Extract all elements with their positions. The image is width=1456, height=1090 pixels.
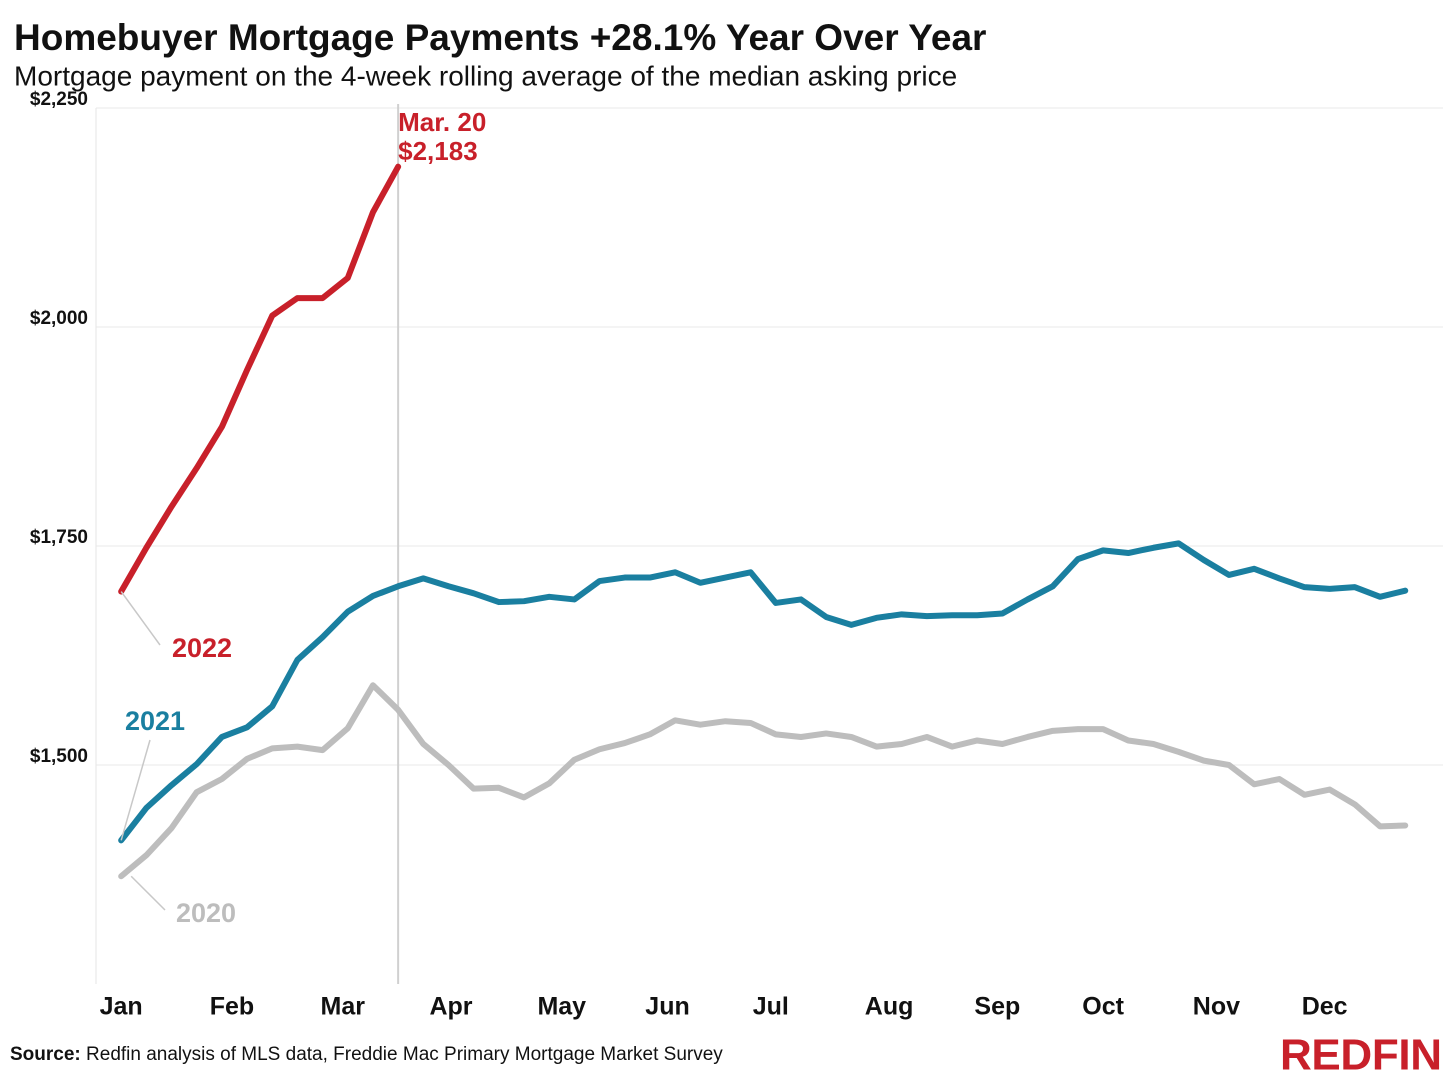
source: Source: Redfin analysis of MLS data, Fre… <box>10 1044 723 1065</box>
source-label: Source: <box>10 1044 81 1065</box>
y-tick-label: $1,500 <box>30 746 88 767</box>
x-tick-label: Mar <box>321 993 366 1021</box>
chart-subtitle: Mortgage payment on the 4-week rolling a… <box>14 60 957 91</box>
legend-label: 2022 <box>172 633 232 663</box>
x-tick-label: Jun <box>645 993 689 1021</box>
series-line <box>118 540 1409 844</box>
y-tick-label: $2,000 <box>30 308 88 329</box>
x-tick-label: Feb <box>210 993 254 1021</box>
annotation-text: Mar. 20 <box>398 107 486 137</box>
series-line <box>118 682 1409 880</box>
x-tick-label: Jul <box>753 993 789 1021</box>
leader-line <box>120 739 151 841</box>
source-text: Redfin analysis of MLS data, Freddie Mac… <box>86 1044 723 1065</box>
x-tick-label: Apr <box>429 993 472 1021</box>
x-tick-label: Nov <box>1193 993 1240 1021</box>
y-tick-label: $1,750 <box>30 527 88 548</box>
x-tick-label: Oct <box>1082 993 1124 1021</box>
chart-title: Homebuyer Mortgage Payments +28.1% Year … <box>14 17 986 58</box>
x-tick-label: Aug <box>865 993 914 1021</box>
y-tick-label: $2,250 <box>30 89 88 110</box>
legend-label: 2020 <box>176 898 236 928</box>
leader-line <box>120 591 161 646</box>
x-tick-label: May <box>537 993 586 1021</box>
x-tick-label: Dec <box>1302 993 1348 1021</box>
legend-label: 2021 <box>125 706 185 736</box>
logo: REDFIN <box>1280 1031 1442 1080</box>
leader-line <box>130 875 166 911</box>
series-line <box>118 163 402 595</box>
x-tick-label: Jan <box>100 993 143 1021</box>
data-label: $2,183 <box>398 136 478 166</box>
x-tick-label: Sep <box>974 993 1020 1021</box>
